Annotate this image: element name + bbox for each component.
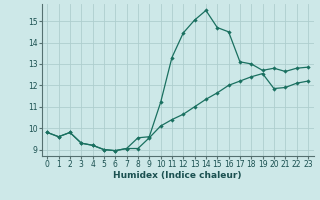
X-axis label: Humidex (Indice chaleur): Humidex (Indice chaleur) [113, 171, 242, 180]
